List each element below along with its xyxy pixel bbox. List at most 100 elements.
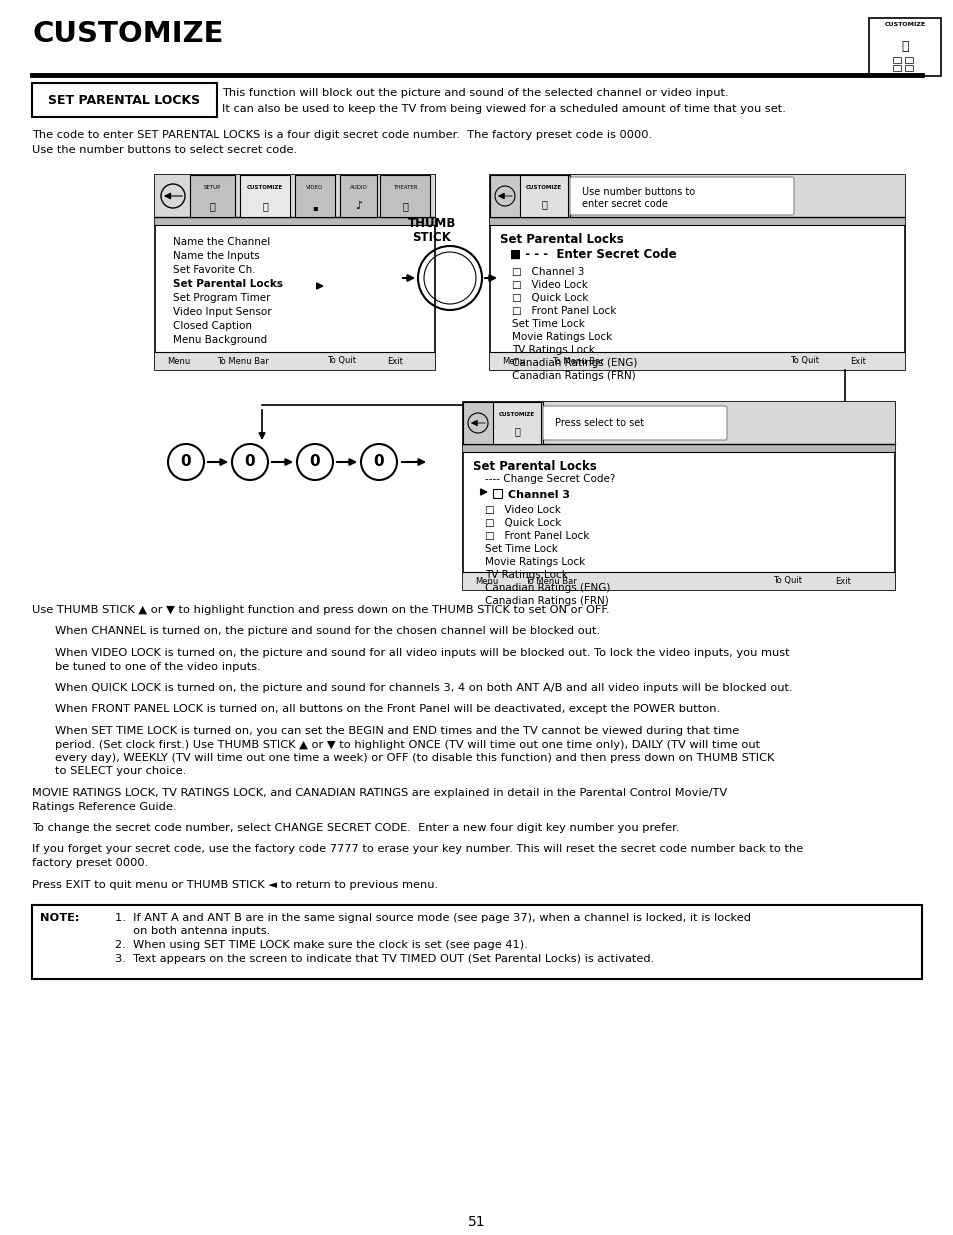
Text: factory preset 0000.: factory preset 0000. [32,858,148,868]
Text: The code to enter SET PARENTAL LOCKS is a four digit secret code number.  The fa: The code to enter SET PARENTAL LOCKS is … [32,130,652,140]
Text: period. (Set clock first.) Use THUMB STICK ▲ or ▼ to highlight ONCE (TV will tim: period. (Set clock first.) Use THUMB STI… [55,740,760,750]
Bar [32,905,921,979]
Text: When CHANNEL is turned on, the picture and sound for the chosen channel will be : When CHANNEL is turned on, the picture a… [55,626,599,636]
Text: To Quit: To Quit [327,357,355,366]
Text: 👤: 👤 [262,201,268,211]
Bar [493,489,501,498]
FancyBboxPatch shape [542,406,726,440]
Text: Closed Caption: Closed Caption [172,321,252,331]
Text: SET PARENTAL LOCKS: SET PARENTAL LOCKS [49,94,200,106]
Text: 0: 0 [180,454,192,469]
Text: Name the Channel: Name the Channel [172,237,270,247]
Text: ■ - - -  Enter Secret Code: ■ - - - Enter Secret Code [510,248,676,261]
Text: Exit: Exit [849,357,865,366]
Text: THUMB: THUMB [407,217,456,230]
Text: on both antenna inputs.: on both antenna inputs. [115,926,270,936]
Text: 3.  Text appears on the screen to indicate that TV TIMED OUT (Set Parental Locks: 3. Text appears on the screen to indicat… [115,953,654,963]
Text: Press EXIT to quit menu or THUMB STICK ◄ to return to previous menu.: Press EXIT to quit menu or THUMB STICK ◄… [32,879,437,889]
Text: Set Time Lock: Set Time Lock [484,543,558,555]
Bar [462,403,894,445]
Bar [490,217,904,225]
Bar [154,217,435,225]
Text: CUSTOMIZE: CUSTOMIZE [525,185,561,190]
Text: to SELECT your choice.: to SELECT your choice. [55,767,186,777]
Bar [490,352,904,370]
Bar [462,445,894,452]
Text: □   Front Panel Lock: □ Front Panel Lock [484,531,589,541]
Text: Exit: Exit [834,577,850,585]
Bar [339,175,376,217]
Text: Movie Ratings Lock: Movie Ratings Lock [484,557,584,567]
Bar [379,175,430,217]
Text: To Menu Bar: To Menu Bar [524,577,577,585]
Text: SETUP: SETUP [204,185,221,190]
Text: THEATER: THEATER [393,185,416,190]
Bar [240,175,290,217]
Bar [462,572,894,590]
Text: 2.  When using SET TIME LOCK make sure the clock is set (see page 41).: 2. When using SET TIME LOCK make sure th… [115,940,527,950]
Text: Set Parental Locks: Set Parental Locks [499,233,623,246]
Text: Ratings Reference Guide.: Ratings Reference Guide. [32,802,176,811]
Text: When FRONT PANEL LOCK is turned on, all buttons on the Front Panel will be deact: When FRONT PANEL LOCK is turned on, all … [55,704,720,715]
Text: Canadian Ratings (ENG): Canadian Ratings (ENG) [512,358,637,368]
Text: Use number buttons to: Use number buttons to [581,186,695,198]
Text: □   Quick Lock: □ Quick Lock [484,517,560,529]
Text: □   Channel 3: □ Channel 3 [512,267,584,277]
Text: This function will block out the picture and sound of the selected channel or vi: This function will block out the picture… [222,88,728,98]
Text: every day), WEEKLY (TV will time out one time a week) or OFF (to disable this fu: every day), WEEKLY (TV will time out one… [55,753,774,763]
Text: 👤: 👤 [540,199,546,209]
Text: Name the Inputs: Name the Inputs [172,251,259,261]
Bar [154,352,435,370]
Text: To Menu Bar: To Menu Bar [552,357,603,366]
Bar [892,57,900,63]
Bar [462,403,542,445]
Text: 👤: 👤 [901,40,908,53]
Bar [892,65,900,70]
Text: MOVIE RATINGS LOCK, TV RATINGS LOCK, and CANADIAN RATINGS are explained in detai: MOVIE RATINGS LOCK, TV RATINGS LOCK, and… [32,788,726,798]
Text: If you forget your secret code, use the factory code 7777 to erase your key numb: If you forget your secret code, use the … [32,845,802,855]
Text: 51: 51 [468,1215,485,1229]
FancyBboxPatch shape [569,177,793,215]
Text: Video Input Sensor: Video Input Sensor [172,308,272,317]
Text: Channel 3: Channel 3 [507,490,569,500]
Text: Menu: Menu [475,577,497,585]
Text: 👤: 👤 [514,426,519,436]
Text: be tuned to one of the video inputs.: be tuned to one of the video inputs. [55,662,260,672]
Text: Menu Background: Menu Background [172,335,267,345]
Text: ♪: ♪ [355,201,362,211]
Text: Set Parental Locks: Set Parental Locks [473,459,597,473]
Text: □   Quick Lock: □ Quick Lock [512,293,588,303]
Text: CUSTOMIZE: CUSTOMIZE [32,20,223,48]
Bar [490,175,569,217]
Text: Canadian Ratings (ENG): Canadian Ratings (ENG) [484,583,610,593]
Text: Canadian Ratings (FRN): Canadian Ratings (FRN) [512,370,635,382]
Text: To Quit: To Quit [789,357,818,366]
Text: To change the secret code number, select CHANGE SECRET CODE.  Enter a new four d: To change the secret code number, select… [32,823,679,832]
Text: VIDEO: VIDEO [306,185,323,190]
Bar [490,175,904,370]
Text: STICK: STICK [412,231,451,245]
Text: 🎬: 🎬 [401,201,408,211]
Text: ▪: ▪ [312,203,317,212]
Text: Use the number buttons to select secret code.: Use the number buttons to select secret … [32,144,296,156]
Text: When VIDEO LOCK is turned on, the picture and sound for all video inputs will be: When VIDEO LOCK is turned on, the pictur… [55,648,789,658]
Text: 0: 0 [310,454,320,469]
Bar [154,175,435,370]
Text: Set Favorite Ch.: Set Favorite Ch. [172,266,255,275]
Text: Set Program Timer: Set Program Timer [172,293,271,303]
Bar [190,175,234,217]
Text: Set Parental Locks: Set Parental Locks [172,279,283,289]
Text: To Menu Bar: To Menu Bar [216,357,269,366]
Text: AUDIO: AUDIO [349,185,367,190]
Text: Canadian Ratings (FRN): Canadian Ratings (FRN) [484,597,608,606]
Text: CUSTOMIZE: CUSTOMIZE [498,412,535,417]
Text: 0: 0 [374,454,384,469]
Text: It can also be used to keep the TV from being viewed for a scheduled amount of t: It can also be used to keep the TV from … [222,104,785,114]
Text: When SET TIME LOCK is turned on, you can set the BEGIN and END times and the TV : When SET TIME LOCK is turned on, you can… [55,726,739,736]
Text: Press select to set: Press select to set [555,417,643,429]
Text: Use THUMB STICK ▲ or ▼ to highlight function and press down on the THUMB STICK t: Use THUMB STICK ▲ or ▼ to highlight func… [32,605,609,615]
Text: □   Video Lock: □ Video Lock [484,505,560,515]
Bar [493,403,540,445]
Text: □   Front Panel Lock: □ Front Panel Lock [512,306,616,316]
Text: TV Ratings Lock: TV Ratings Lock [484,571,567,580]
